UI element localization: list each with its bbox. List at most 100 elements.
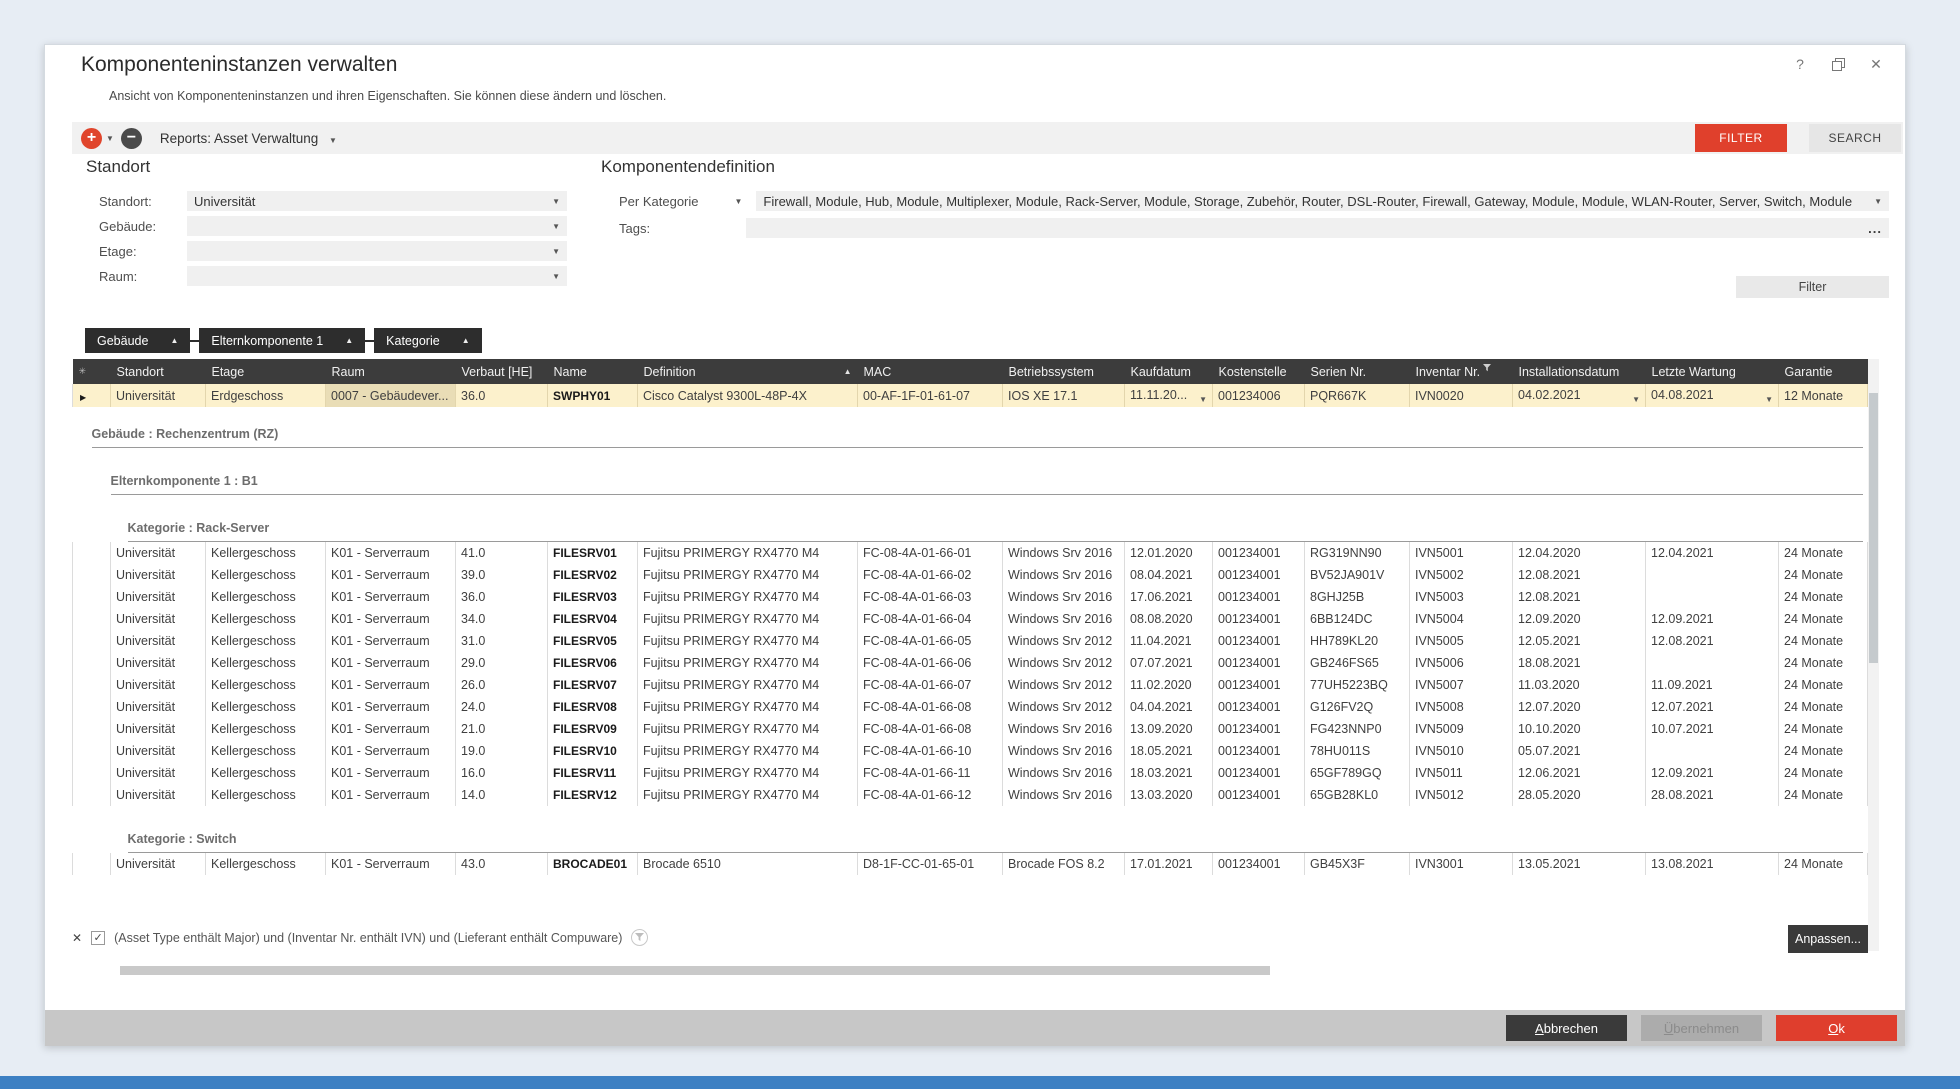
col-header-etage[interactable]: Etage [205,359,326,384]
vertical-scrollbar-thumb[interactable] [1869,393,1878,663]
search-toggle-button[interactable]: SEARCH [1809,124,1901,152]
cell-value: Universität [116,568,176,582]
column-filter-icon [1483,361,1492,375]
chevron-down-icon[interactable]: ▼ [1632,394,1640,404]
col-header-standort[interactable]: Standort [110,359,206,384]
cell-value: Kellergeschoss [211,857,296,871]
col-header-inventar-nr-[interactable]: Inventar Nr. [1409,359,1513,384]
close-icon[interactable]: ✕ [1870,55,1882,72]
table-row[interactable]: Universität Kellergeschoss K01 - Serverrau… [72,696,1868,718]
table-row[interactable]: Universität Kellergeschoss K01 - Serverrau… [72,630,1868,652]
chevron-down-icon[interactable]: ▼ [1765,394,1773,404]
per-kategorie-dropdown[interactable]: Per Kategorie [619,193,699,209]
chevron-down-icon[interactable]: ▼ [734,196,743,206]
cell-value: 12.09.2020 [1518,612,1581,626]
chevron-down-icon: ▼ [329,135,337,145]
cell-value: K01 - Serverraum [331,722,430,736]
cell-value: BV52JA901V [1310,568,1385,582]
col-header-raum[interactable]: Raum [325,359,456,384]
remove-icon[interactable]: − [120,127,142,149]
cell: 07.07.2021 [1124,652,1213,674]
cell-value: FC-08-4A-01-66-02 [863,568,972,582]
cell: Kellergeschoss [205,652,326,674]
cell-value: 11.09.2021 [1651,678,1713,692]
tags-field[interactable]: ... [746,218,1889,238]
cell: IOS XE 17.1 [1002,384,1125,407]
col-header-kaufdatum[interactable]: Kaufdatum [1124,359,1213,384]
cell-value: 36.0 [461,590,486,604]
cell-value: 001234001 [1218,722,1281,736]
cell: Fujitsu PRIMERGY RX4770 M4 [637,630,858,652]
col-header-marker[interactable]: ✳ [72,359,111,384]
col-header-definition[interactable]: Definition ▲ [637,359,858,384]
horizontal-scrollbar-thumb[interactable] [120,966,1270,975]
cell: 28.08.2021 [1645,784,1779,806]
help-icon[interactable]: ? [1796,56,1804,72]
table-row[interactable]: Universität Kellergeschoss K01 - Serverrau… [72,853,1868,875]
table-row[interactable]: Universität Kellergeschoss K01 - Serverrau… [72,542,1868,564]
col-header-serien-nr-[interactable]: Serien Nr. [1304,359,1410,384]
cell: Universität [110,652,206,674]
cell: FC-08-4A-01-66-05 [857,630,1003,652]
cell: FC-08-4A-01-66-10 [857,740,1003,762]
dropdown-field[interactable]: ▼ [187,266,567,286]
apply-filter-button[interactable]: Filter [1736,276,1889,298]
group-chip[interactable]: Elternkomponente 1 ▲ [199,328,366,353]
cell-value: 39.0 [461,568,486,582]
filter-enabled-checkbox[interactable]: ✓ [91,930,106,945]
anpassen-button[interactable]: Anpassen... [1788,925,1868,953]
row-indicator-icon: ✳ [78,366,87,376]
cell-value: Erdgeschoss [211,388,284,403]
table-row[interactable]: Universität Kellergeschoss K01 - Serverrau… [72,586,1868,608]
ok-button[interactable]: Ok [1776,1015,1897,1041]
cell: 12.04.2021 [1645,542,1779,564]
col-header-letzte-wartung[interactable]: Letzte Wartung [1645,359,1779,384]
kategorie-multiselect-field[interactable]: Firewall, Module, Hub, Module, Multiplex… [756,191,1889,211]
table-row[interactable]: Universität Kellergeschoss K01 - Serverrau… [72,784,1868,806]
cell: 001234001 [1212,630,1305,652]
dropdown-field[interactable]: Universität ▼ [187,191,567,211]
cell: 11.03.2020 [1512,674,1646,696]
chevron-down-icon[interactable]: ▼ [1199,394,1207,404]
reports-dropdown[interactable]: Reports: Asset Verwaltung ▼ [160,131,344,146]
col-header-verbaut-he-[interactable]: Verbaut [HE] [455,359,548,384]
group-chip[interactable]: Gebäude ▲ [85,328,191,353]
cell: 00-AF-1F-01-61-07 [857,384,1003,407]
table-row[interactable]: Universität Kellergeschoss K01 - Serverrau… [72,564,1868,586]
uebernehmen-button[interactable]: Übernehmen [1641,1015,1762,1041]
cell: 12.01.2020 [1124,542,1213,564]
table-row[interactable]: Universität Kellergeschoss K01 - Serverrau… [72,740,1868,762]
cell-value: FC-08-4A-01-66-05 [863,634,972,648]
col-header-installationsdatum[interactable]: Installationsdatum [1512,359,1646,384]
cell-value: 12.09.2021 [1651,612,1714,626]
col-header-mac[interactable]: MAC [857,359,1003,384]
cell-value: IVN5009 [1415,722,1464,736]
cell: 65GF789GQ [1304,762,1410,784]
cell-value: 13.05.2021 [1518,857,1581,871]
col-header-name[interactable]: Name [547,359,638,384]
dropdown-field[interactable]: ▼ [187,216,567,236]
field-label: Etage: [99,243,137,259]
col-header-garantie[interactable]: Garantie [1778,359,1868,384]
table-row[interactable]: ▶ Universität Erdgeschoss 0007 - Gebäudever… [72,384,1868,407]
vertical-scrollbar[interactable] [1868,359,1879,951]
table-row[interactable]: Universität Kellergeschoss K01 - Serverrau… [72,674,1868,696]
filter-toggle-button[interactable]: FILTER [1695,124,1787,152]
remove-filter-icon[interactable]: ✕ [72,930,83,945]
restore-window-icon[interactable] [1829,55,1847,73]
cell: K01 - Serverraum [325,762,456,784]
dropdown-field[interactable]: ▼ [187,241,567,261]
add-icon[interactable]: + [81,127,102,149]
table-row[interactable]: Universität Kellergeschoss K01 - Serverrau… [72,608,1868,630]
add-dropdown-caret-icon[interactable]: ▼ [106,133,114,143]
more-icon[interactable]: ... [1868,220,1882,236]
cell-value: Universität [116,700,176,714]
col-header-betriebssystem[interactable]: Betriebssystem [1002,359,1125,384]
tags-label: Tags: [619,220,651,236]
table-row[interactable]: Universität Kellergeschoss K01 - Serverrau… [72,718,1868,740]
col-header-kostenstelle[interactable]: Kostenstelle [1212,359,1305,384]
abbrechen-button[interactable]: Abbrechen [1506,1015,1627,1041]
table-row[interactable]: Universität Kellergeschoss K01 - Serverrau… [72,762,1868,784]
table-row[interactable]: Universität Kellergeschoss K01 - Serverrau… [72,652,1868,674]
group-chip[interactable]: Kategorie ▲ [374,328,482,353]
